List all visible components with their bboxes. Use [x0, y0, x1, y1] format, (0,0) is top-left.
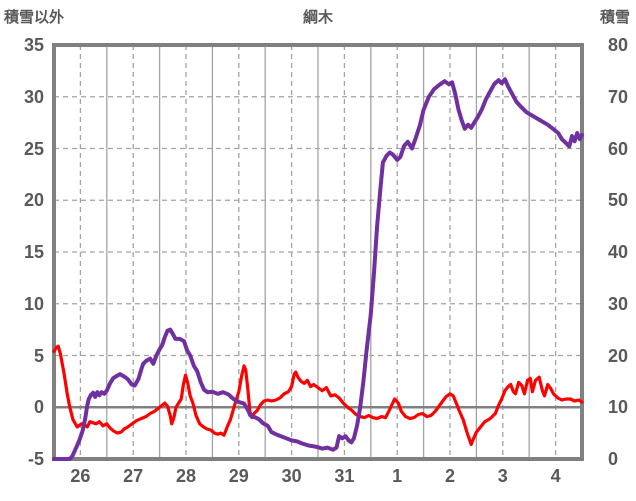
left-axis-tick-label: 30 — [23, 86, 44, 107]
right-axis-tick-label: 70 — [608, 86, 629, 107]
right-axis-tick-label: 20 — [608, 345, 629, 366]
right-axis-tick-label: 30 — [608, 293, 629, 314]
left-axis-tick-label: 0 — [33, 397, 44, 418]
x-axis-tick-label: 27 — [123, 466, 144, 486]
x-axis-tick-label: 4 — [550, 466, 561, 486]
x-axis-tick-label: 3 — [497, 466, 508, 486]
left-axis-tick-label: 20 — [23, 190, 44, 211]
right-axis-tick-label: 40 — [608, 242, 629, 262]
right-axis-tick-label: 0 — [608, 449, 619, 469]
right-axis-tick-label: 60 — [608, 138, 629, 159]
x-axis-tick-label: 26 — [70, 466, 91, 486]
left-axis-title: 積雪以外 — [4, 9, 65, 26]
x-axis-tick-label: 31 — [334, 466, 355, 486]
left-axis-tick-label: 5 — [33, 345, 44, 366]
x-axis-tick-label: 29 — [228, 466, 249, 486]
left-axis-tick-label: 10 — [23, 293, 44, 314]
plot-border — [52, 43, 584, 461]
left-axis-tick-label: 25 — [23, 138, 44, 159]
x-axis-tick-label: 2 — [444, 466, 455, 486]
x-axis-tick-label: 30 — [281, 466, 302, 486]
series-line-red — [52, 344, 584, 447]
x-axis-tick-label: 1 — [392, 466, 403, 486]
left-axis-tick-label: -5 — [27, 449, 44, 469]
series-line-purple — [52, 77, 584, 461]
right-axis-tick-label: 10 — [608, 397, 629, 418]
x-axis-tick-label: 28 — [175, 466, 197, 486]
right-axis-tick-label: 80 — [608, 35, 629, 55]
chart-title: 綱木 — [302, 9, 333, 26]
left-axis-tick-label: 35 — [23, 35, 44, 55]
left-axis-tick-label: 15 — [23, 242, 44, 262]
right-axis-tick-label: 50 — [608, 190, 629, 211]
right-axis-title: 積雪 — [599, 9, 630, 26]
